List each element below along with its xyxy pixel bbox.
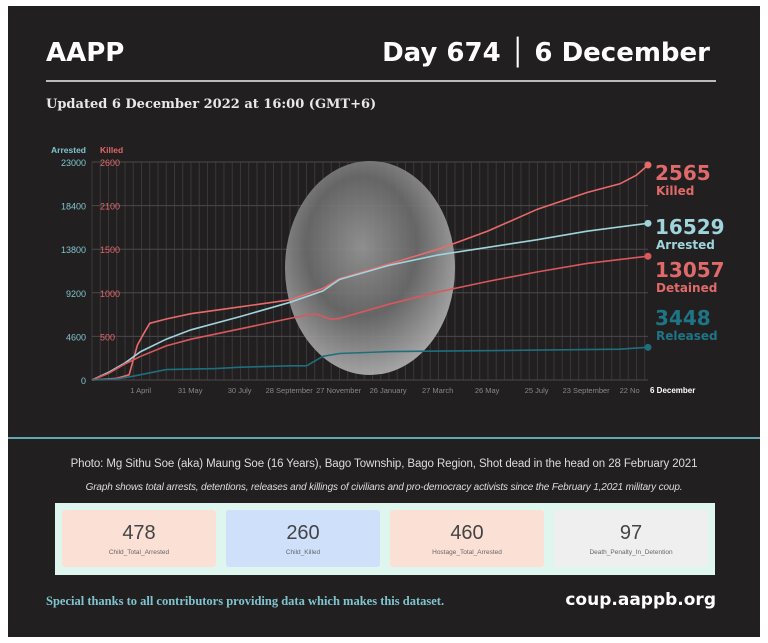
series-endpoint-arrested — [644, 219, 652, 227]
y-right-tick-label: 2100 — [100, 202, 120, 212]
y-right-tick-label: 1000 — [100, 289, 120, 299]
day-counter: Day 674 │ 6 December — [382, 38, 710, 68]
x-tick-label: 31 May — [178, 386, 203, 395]
series-endpoint-killed — [644, 161, 652, 169]
thanks-note: Special thanks to all contributors provi… — [46, 594, 445, 608]
x-tick-label: 27 March — [422, 386, 453, 395]
updated-timestamp: Updated 6 December 2022 at 16:00 (GMT+6) — [46, 97, 377, 112]
x-tick-label: 23 September — [563, 386, 611, 395]
series-name-label: Arrested — [656, 238, 715, 252]
stat-label: Hostage_Total_Arrested — [432, 548, 502, 556]
victim-photo — [285, 161, 455, 375]
series-line-killed — [91, 164, 649, 381]
y-left-tick-label: 9200 — [66, 289, 86, 299]
y-right-axis-title: Killed — [100, 145, 123, 155]
x-tick-label: 27 November — [316, 386, 362, 395]
photo-caption: Photo: Mg Sithu Soe (aka) Maung Soe (16 … — [70, 458, 698, 470]
series-line-released — [91, 346, 649, 381]
x-tick-label: 1 April — [130, 386, 151, 395]
series-final-value: 2565 — [655, 161, 711, 185]
divider — [46, 80, 716, 82]
stat-label: Death_Penalty_In_Detention — [589, 548, 673, 556]
brand-title: AAPP — [46, 38, 125, 68]
stat-card-child-killed: 260 Child_Killed — [226, 510, 380, 567]
website-link[interactable]: coup.aappb.org — [565, 590, 716, 610]
stat-label: Child_Killed — [285, 548, 321, 556]
y-left-tick-label: 13800 — [61, 245, 86, 255]
x-tick-label: 26 May — [475, 386, 500, 395]
line-chart: 0 4600 9200 13800 18400 23000 500 1000 1500 2100 2… — [51, 145, 725, 395]
series-endpoint-detained — [644, 252, 652, 260]
stat-value: 97 — [619, 521, 643, 544]
x-tick-label: 25 July — [525, 386, 549, 395]
stat-label: Child_Total_Arrested — [108, 548, 170, 556]
y-left-tick-label: 4600 — [66, 332, 86, 342]
stat-card-child-arrested: 478 Child_Total_Arrested — [62, 510, 216, 567]
series-final-value: 13057 — [655, 258, 725, 282]
y-right-tick-label: 2600 — [100, 158, 120, 168]
y-right-tick-label: 1500 — [100, 245, 120, 255]
series-name-label: Released — [656, 329, 718, 343]
x-tick-label: 26 January — [370, 386, 407, 395]
stat-card-death-penalty: 97 Death_Penalty_In_Detention — [554, 510, 708, 567]
stats-panel: 478 Child_Total_Arrested 260 Child_Killed … — [55, 503, 715, 575]
x-tick-label: 6 December — [650, 386, 695, 395]
y-left-axis-title: Arrested — [51, 145, 86, 155]
series-name-label: Detained — [656, 281, 717, 295]
x-tick-label: 28 September — [266, 386, 314, 395]
series-final-value: 16529 — [655, 215, 725, 239]
stat-value: 460 — [450, 521, 484, 544]
stat-value: 478 — [122, 521, 156, 544]
x-tick-label: 30 July — [228, 386, 252, 395]
series-endpoint-released — [644, 343, 652, 351]
series-line-detained — [91, 255, 649, 381]
series-name-label: Killed — [656, 184, 694, 198]
stat-card-hostage-arrested: 460 Hostage_Total_Arrested — [390, 510, 544, 567]
y-left-tick-label: 18400 — [61, 202, 86, 212]
stat-value: 260 — [286, 521, 320, 544]
series-line-arrested — [91, 222, 649, 381]
divider — [8, 437, 760, 439]
y-left-tick-label: 0 — [81, 376, 86, 386]
graph-caption: Graph shows total arrests, detentions, r… — [85, 482, 683, 493]
series-final-value: 3448 — [655, 306, 711, 330]
x-tick-label: 22 No — [620, 386, 640, 395]
y-right-tick-label: 500 — [100, 332, 115, 342]
y-left-tick-label: 23000 — [61, 158, 86, 168]
